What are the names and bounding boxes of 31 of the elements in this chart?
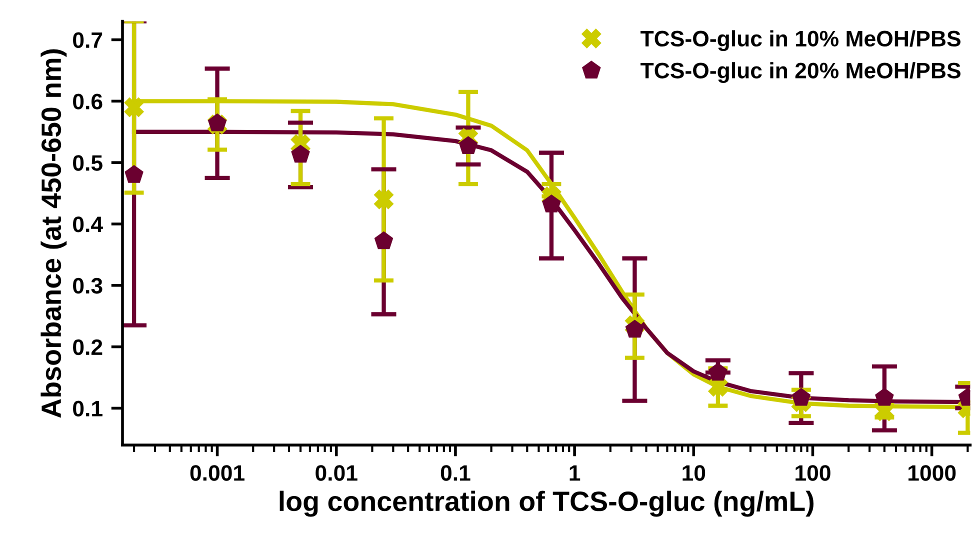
y-tick-label: 0.5 xyxy=(73,155,102,171)
point xyxy=(792,388,810,406)
x-tick-label: 10 xyxy=(682,465,706,481)
x-tick-label: 0.1 xyxy=(440,465,470,481)
x-axis-title: log concentration of TCS-O-gluc (ng/mL) xyxy=(280,490,814,517)
point xyxy=(458,136,478,154)
x-tick-label: 100 xyxy=(796,465,830,481)
point xyxy=(875,388,894,406)
y-tick-label: 0.4 xyxy=(73,216,103,232)
y-tick-label: 0.1 xyxy=(73,400,102,416)
point xyxy=(291,144,310,163)
y-tick-label: 0.7 xyxy=(73,32,102,48)
point xyxy=(374,190,394,210)
point xyxy=(124,165,144,183)
x-tick-label: 0.01 xyxy=(316,465,358,481)
y-tick-label: 0.3 xyxy=(73,278,102,294)
legend-label: TCS-O-gluc in 20% MeOH/PBS xyxy=(640,62,960,83)
point xyxy=(124,98,144,118)
x-tick-label: 0.001 xyxy=(190,465,244,481)
point xyxy=(208,114,227,132)
point xyxy=(625,320,644,338)
y-axis-title: Absorbance (at 450-650 nm) xyxy=(40,49,67,418)
x-tick-label: 1 xyxy=(570,465,580,481)
y-tick-label: 0.2 xyxy=(73,339,102,356)
legend-label: TCS-O-gluc in 10% MeOH/PBS xyxy=(640,30,960,52)
point xyxy=(374,231,394,250)
point xyxy=(542,194,561,212)
x-tick-label: 1000 xyxy=(908,465,956,481)
point xyxy=(708,376,728,396)
y-tick-label: 0.6 xyxy=(73,94,102,110)
point xyxy=(708,362,728,381)
